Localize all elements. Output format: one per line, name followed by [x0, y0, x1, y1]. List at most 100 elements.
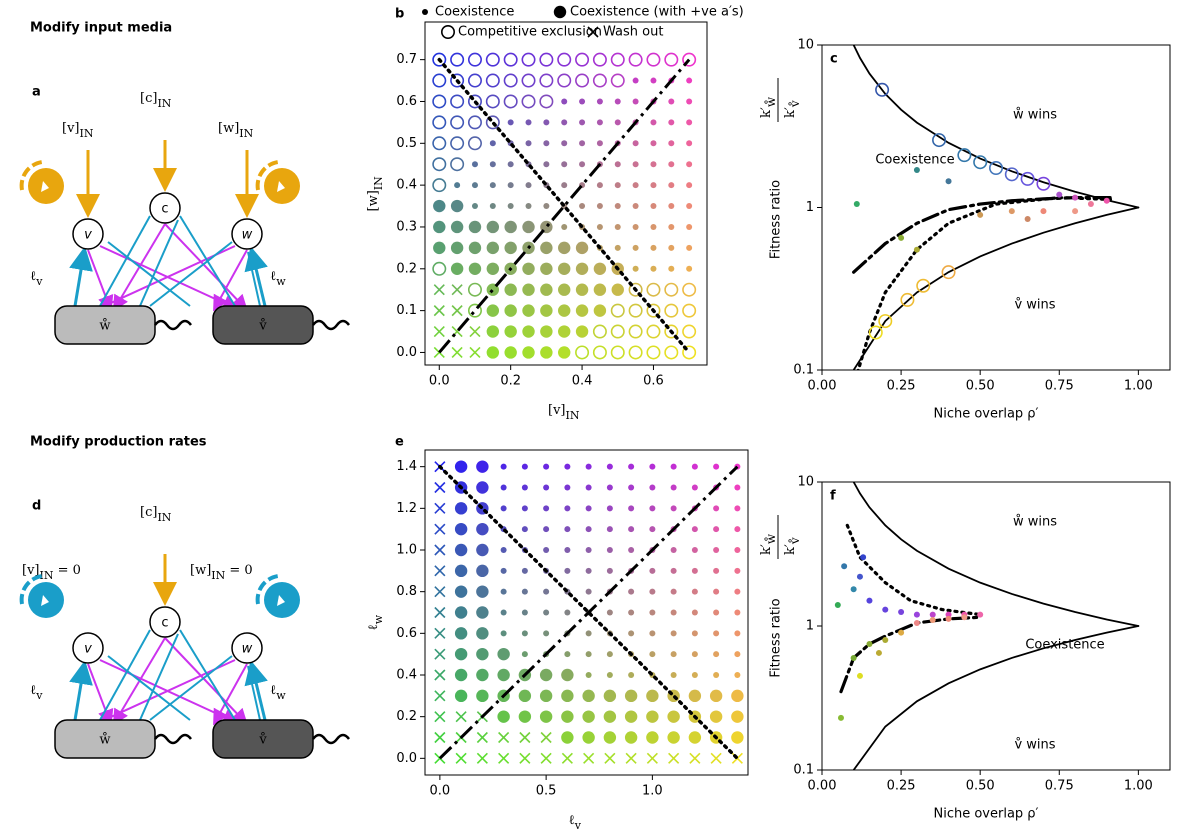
- grid-point: [579, 161, 585, 167]
- y-tick-label: 0.1: [396, 303, 417, 318]
- grid-point: [615, 182, 621, 188]
- data-point: [835, 602, 841, 608]
- grid-point: [692, 610, 698, 616]
- grid-point: [628, 547, 634, 553]
- grid-point: [615, 98, 621, 104]
- grid-point: [579, 98, 585, 104]
- grid-point: [612, 284, 624, 296]
- grid-point: [650, 182, 656, 188]
- grid-point: [558, 346, 570, 358]
- grid-point: [594, 74, 606, 86]
- grid-point: [470, 327, 480, 337]
- y-tick-label: 10: [797, 38, 814, 53]
- grid-point: [435, 524, 445, 534]
- data-point: [977, 612, 983, 618]
- grid-point: [607, 651, 613, 657]
- grid-point: [508, 161, 514, 167]
- grid-point: [558, 304, 570, 316]
- grid-point: [435, 503, 445, 513]
- grid-point: [669, 753, 679, 763]
- grid-point: [433, 200, 445, 212]
- grid-point: [504, 221, 516, 233]
- legend-marker: [422, 9, 428, 15]
- data-point: [1104, 198, 1110, 204]
- grid-point: [650, 203, 656, 209]
- grid-point: [582, 710, 594, 722]
- grid-point: [612, 304, 624, 316]
- grid-point: [586, 485, 592, 491]
- grid-point: [683, 325, 695, 337]
- grid-point: [633, 78, 639, 84]
- grid-point: [558, 263, 570, 275]
- grid-point: [586, 526, 592, 532]
- grid-point: [522, 610, 528, 616]
- grid-point: [561, 98, 567, 104]
- grid-point: [604, 731, 616, 743]
- grid-point: [597, 98, 603, 104]
- grid-point: [435, 566, 445, 576]
- grid-point: [477, 753, 487, 763]
- grid-point: [734, 589, 740, 595]
- grid-point: [435, 628, 445, 638]
- grid-point: [504, 74, 516, 86]
- grid-point: [576, 325, 588, 337]
- grid-point: [558, 74, 570, 86]
- grid-point: [597, 182, 603, 188]
- uptake-arrow: [75, 666, 84, 720]
- grid-point: [501, 630, 507, 636]
- fraction-denominator: k′v̊: [783, 537, 802, 555]
- grid-point: [647, 346, 659, 358]
- cell-label: v̊: [258, 318, 267, 334]
- grid-point: [522, 346, 534, 358]
- node-label: c: [161, 202, 168, 217]
- num-main: k′: [759, 107, 774, 118]
- data-point: [851, 586, 857, 592]
- grid-point: [650, 266, 656, 272]
- grid-point: [734, 526, 740, 532]
- grid-point: [501, 589, 507, 595]
- grid-point: [522, 485, 528, 491]
- y-tick-label: 1.0: [396, 543, 417, 558]
- heading: Modify production rates: [30, 435, 207, 450]
- grid-point: [607, 610, 613, 616]
- grid-point: [543, 505, 549, 511]
- legend-label: Coexistence: [435, 5, 514, 20]
- grid-point: [455, 648, 467, 660]
- data-point: [914, 247, 920, 253]
- data-point: [990, 162, 1002, 174]
- grid-point: [633, 140, 639, 146]
- data-point: [914, 620, 920, 626]
- grid-point: [586, 547, 592, 553]
- grid-point: [540, 242, 552, 254]
- grid-point: [671, 672, 677, 678]
- y-axis-label-sub: IN: [372, 176, 385, 190]
- grid-point: [668, 224, 674, 230]
- data-point: [882, 637, 888, 643]
- input-label-suffix: = 0: [53, 563, 80, 578]
- grid-point: [543, 140, 549, 146]
- grid-point: [731, 710, 743, 722]
- grid-point: [455, 627, 467, 639]
- grid-point: [612, 74, 624, 86]
- grid-point: [561, 161, 567, 167]
- grid-point: [543, 630, 549, 636]
- grid-point: [433, 221, 445, 233]
- plot-area: [854, 45, 1139, 386]
- y-tick-label: 0.0: [396, 345, 417, 360]
- input-label-main: [c]: [140, 91, 157, 106]
- grid-point: [487, 95, 499, 107]
- grid-point: [435, 483, 445, 493]
- grid-point: [564, 464, 570, 470]
- grid-point: [558, 325, 570, 337]
- grid-point: [561, 669, 573, 681]
- grid-point: [469, 116, 481, 128]
- grid-point: [451, 53, 463, 65]
- data-point: [838, 715, 844, 721]
- grid-point: [476, 565, 488, 577]
- y-tick-label: 1: [806, 200, 814, 215]
- grid-point: [594, 325, 606, 337]
- grid-point: [490, 140, 496, 146]
- grid-point: [435, 733, 445, 743]
- cell-label: ẘ: [99, 732, 110, 748]
- grid-point: [686, 182, 692, 188]
